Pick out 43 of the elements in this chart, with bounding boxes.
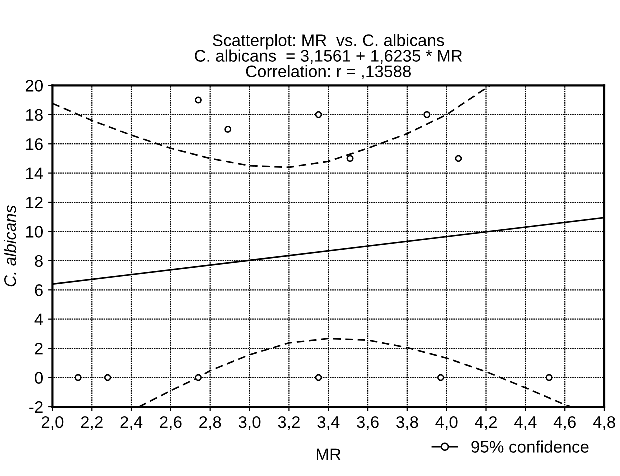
x-tick-label: 4,2 (475, 416, 498, 430)
x-tick-label: 3,0 (238, 416, 261, 430)
x-tick-label: 4,0 (436, 416, 458, 430)
y-tick-label: 8 (35, 255, 43, 268)
x-tick-label: 2,0 (42, 416, 64, 430)
y-tick-label: 10 (26, 226, 44, 238)
point (315, 374, 322, 382)
point (346, 155, 354, 162)
y-tick-label: 12 (26, 196, 43, 209)
x-tick-label: 2,8 (200, 416, 222, 430)
point (315, 111, 322, 118)
y-tick-label: 2 (35, 342, 43, 355)
x-tick-label: 3,6 (357, 416, 379, 430)
point (195, 96, 202, 104)
y-tick-label: 20 (26, 80, 44, 92)
x-tick-label: 4,6 (554, 416, 576, 430)
point (195, 374, 202, 382)
point (546, 374, 553, 382)
point (104, 374, 112, 382)
point (455, 155, 462, 162)
x-tick-label: 4,4 (514, 416, 537, 430)
y-tick-label: 4 (34, 314, 44, 326)
y-tick-label: 18 (26, 109, 43, 122)
x-tick-label: 3,2 (278, 416, 300, 430)
point (224, 126, 232, 133)
x-axis-title: MR (317, 448, 341, 460)
point (437, 374, 444, 382)
x-tick-label: 2,2 (81, 416, 103, 430)
y-tick-label: -2 (30, 401, 43, 414)
chart-title: Scatterplot: MR vs. C. albicans C. albicans = 3,1561 + 1,6235 * MR Correlation: r = ,13588 (195, 34, 462, 80)
x-tick-label: 4,8 (593, 416, 616, 430)
legend-label: 95% confidence (472, 440, 589, 453)
point (424, 111, 431, 118)
x-tick-label: 3,4 (318, 416, 340, 430)
x-tick-label: 3,8 (396, 416, 418, 430)
y-tick-label: 16 (26, 138, 43, 150)
point (74, 374, 82, 382)
y-tick-label: 0 (35, 372, 44, 384)
y-axis-title: C. albicans (4, 205, 16, 287)
y-tick-label: 6 (35, 284, 43, 296)
x-tick-label: 2,6 (160, 416, 182, 430)
x-tick-label: 2,4 (120, 416, 143, 430)
y-tick-label: 14 (26, 168, 44, 180)
